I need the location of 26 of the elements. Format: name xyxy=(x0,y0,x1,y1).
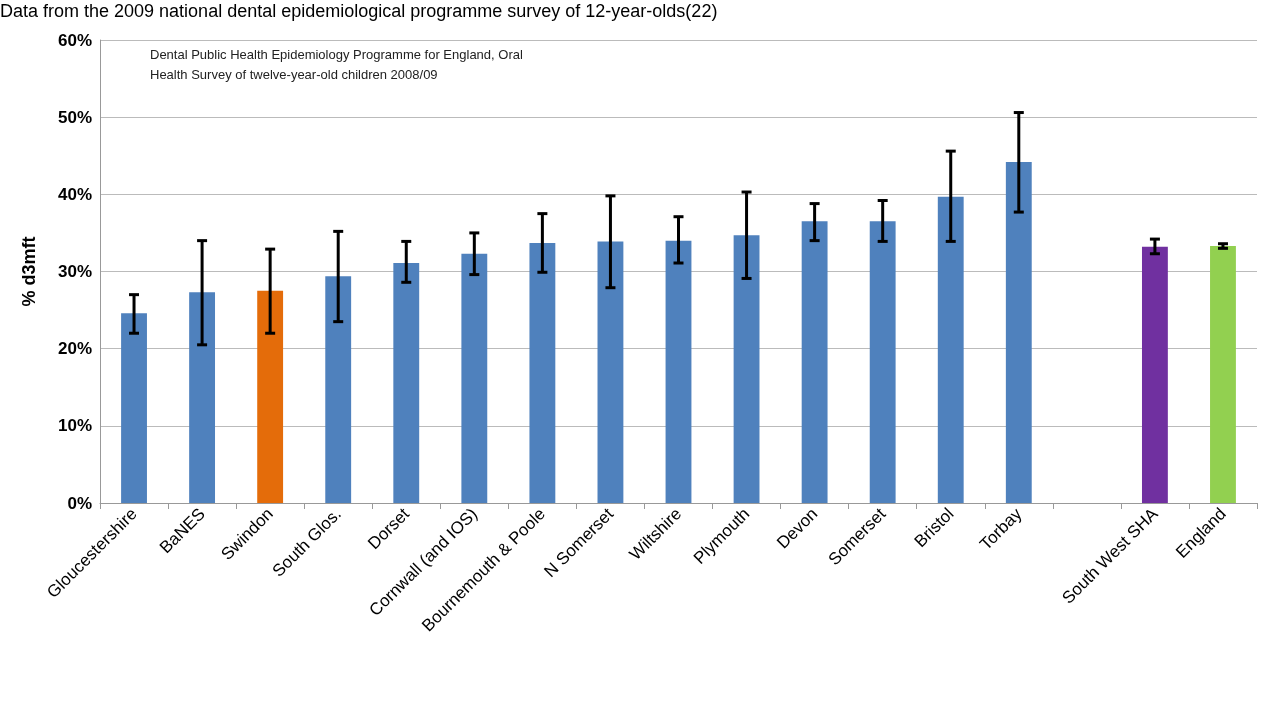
bar xyxy=(937,196,964,503)
bar xyxy=(665,240,692,503)
text: Data from the 2009 national dental epidemiological programme survey of 12-year-olds(22) xyxy=(0,1,718,21)
bar xyxy=(733,235,760,503)
annotation: Dental Public Health Epidemiology Programme for England, Oral Health Survey of twelve-year-old children 2008/09 xyxy=(150,46,523,82)
bar xyxy=(121,313,147,503)
y-tick-label: 20% xyxy=(57,339,92,359)
y-tick-label: 40% xyxy=(57,184,92,204)
bar xyxy=(189,292,216,503)
y-tick-label: 60% xyxy=(57,30,92,50)
bar xyxy=(597,241,624,503)
bar xyxy=(801,221,828,503)
y-tick-label: 50% xyxy=(57,107,92,127)
bar xyxy=(529,242,556,503)
y-tick-label: 10% xyxy=(57,416,92,436)
bar xyxy=(393,263,420,503)
y-axis-title: % d3mft xyxy=(19,236,39,307)
bar xyxy=(1210,246,1236,503)
y-tick-label: 0% xyxy=(67,493,92,513)
bar xyxy=(1141,246,1168,503)
bar xyxy=(257,290,284,503)
bar xyxy=(869,221,896,503)
bar xyxy=(1005,161,1032,503)
bar xyxy=(461,253,488,503)
y-tick-label: 30% xyxy=(57,262,92,281)
bar xyxy=(325,276,352,503)
